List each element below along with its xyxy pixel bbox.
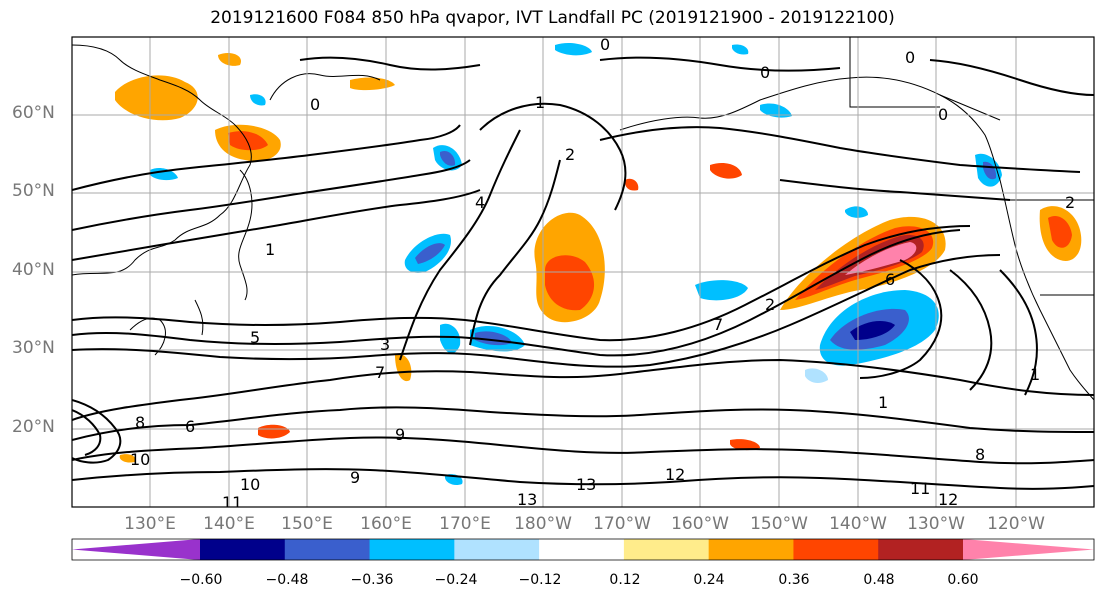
colorbar-segment	[623, 539, 710, 560]
colorbar-segment	[793, 539, 879, 560]
contour-label: 4	[475, 193, 485, 212]
colorbar	[71, 538, 1095, 561]
contour-label: 13	[517, 490, 537, 509]
colorbar-tick: −0.48	[265, 572, 309, 588]
colorbar-extend-high	[963, 539, 1094, 560]
lon-label: 140°W	[829, 514, 887, 534]
contour-label: 0	[905, 48, 915, 67]
lon-label: 160°E	[360, 514, 412, 534]
contour-label: 9	[350, 468, 360, 487]
colorbar-extend-low	[72, 539, 200, 560]
colorbar-tick: −0.24	[434, 572, 478, 588]
colorbar-segment	[708, 539, 794, 560]
contour-label: 2	[565, 145, 575, 164]
lon-label: 160°W	[671, 514, 729, 534]
colorbar-tick: 0.24	[693, 572, 725, 588]
contour-label: 1	[265, 240, 275, 259]
colorbar-tick: −0.36	[350, 572, 394, 588]
contour-label: 0	[760, 63, 770, 82]
lat-label: 20°N	[12, 417, 55, 437]
contour-label: 8	[135, 413, 145, 432]
colorbar-segment	[200, 539, 286, 560]
map-title: 2019121600 F084 850 hPa qvapor, IVT Land…	[210, 8, 895, 28]
lon-label: 130°E	[124, 514, 176, 534]
contour-label: 7	[713, 315, 723, 334]
lat-label: 40°N	[12, 260, 55, 280]
contour-label: 9	[395, 425, 405, 444]
contour-label: 13	[576, 475, 596, 494]
contour-label: 6	[885, 270, 895, 289]
contour-label: 11	[910, 479, 930, 498]
contour-label: 2	[765, 295, 775, 314]
colorbar-segment	[284, 539, 371, 560]
lat-label: 50°N	[12, 181, 55, 201]
contour-labels: 0 0 0 0 0 1 1 1 2 2 2 3 4 5 6 6 7 8 9 9 …	[130, 35, 1075, 512]
coastlines	[72, 37, 1094, 401]
qvapor-contours	[72, 56, 1094, 490]
colorbar-tick: −0.60	[179, 572, 223, 588]
contour-label: 12	[665, 465, 685, 484]
contour-label: 8	[975, 445, 985, 464]
contour-label: 5	[250, 328, 260, 347]
contour-label: 6	[185, 417, 195, 436]
contour-label: 10	[240, 475, 260, 494]
shaded-anomalies	[115, 42, 1082, 486]
contour-label: 2	[1065, 193, 1075, 212]
contour-label: 12	[938, 490, 958, 509]
colorbar-segment	[878, 539, 964, 560]
lat-label: 30°N	[12, 338, 55, 358]
contour-label: 7	[375, 363, 385, 382]
contour-label: 0	[310, 95, 320, 114]
lon-label: 120°W	[987, 514, 1045, 534]
colorbar-tick: 0.60	[947, 572, 979, 588]
contour-label: 0	[938, 105, 948, 124]
contour-label: 10	[130, 450, 150, 469]
lon-label: 170°W	[593, 514, 651, 534]
colorbar-tick: −0.12	[518, 572, 562, 588]
lon-label: 150°W	[750, 514, 808, 534]
contour-label: 0	[600, 35, 610, 54]
lon-label: 170°E	[439, 514, 491, 534]
lat-label: 60°N	[12, 103, 55, 123]
lon-label: 180°W	[514, 514, 572, 534]
contour-label: 1	[1030, 365, 1040, 384]
map-frame	[71, 36, 1095, 508]
colorbar-segment	[369, 539, 455, 560]
colorbar-tick: 0.36	[778, 572, 810, 588]
contour-label: 11	[222, 493, 242, 512]
colorbar-segment	[454, 539, 540, 560]
contour-label: 3	[380, 335, 390, 354]
colorbar-segment	[539, 539, 625, 560]
colorbar-tick: 0.12	[609, 572, 641, 588]
lon-label: 130°W	[907, 514, 965, 534]
contour-label: 1	[535, 93, 545, 112]
lon-label: 140°E	[203, 514, 255, 534]
lon-label: 150°E	[281, 514, 333, 534]
colorbar-tick: 0.48	[863, 572, 895, 588]
contour-label: 1	[878, 393, 888, 412]
